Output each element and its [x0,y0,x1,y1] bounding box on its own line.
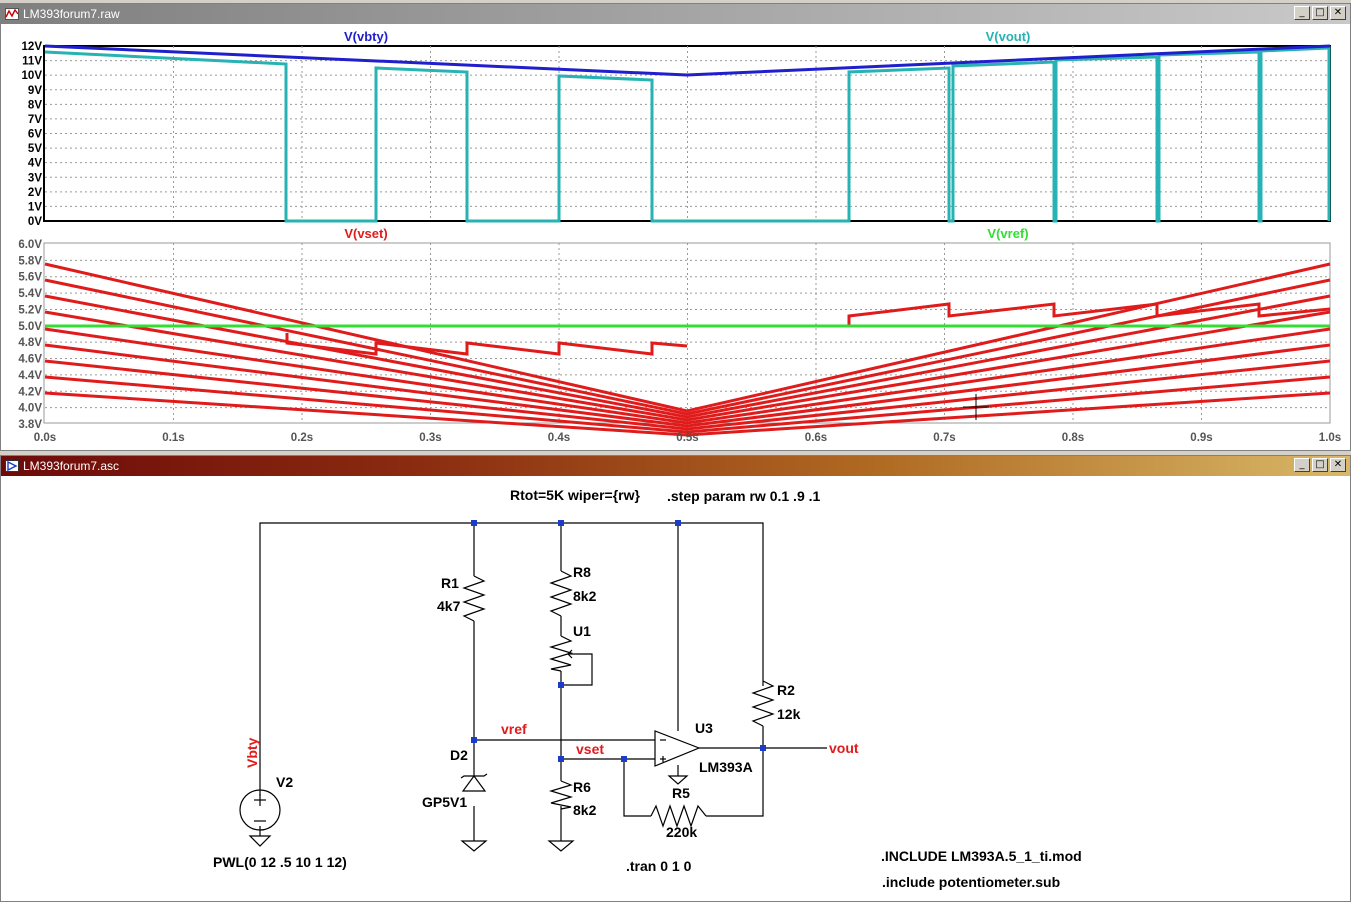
y-tick-label: 4V [28,158,42,170]
y-tick-label: 10V [22,70,43,82]
net-label-vbty[interactable]: Vbty [244,737,260,768]
waveform-titlebar[interactable]: LM393forum7.raw _ □ ✕ [1,4,1350,24]
resistor-r6[interactable] [548,780,574,810]
y-tick-label: 5.0V [18,321,42,333]
trace-label-vset[interactable]: V(vset) [344,226,387,241]
y-tick-label: 5.6V [18,272,42,284]
trace-label-vref[interactable]: V(vref) [987,226,1028,241]
comparator-u3[interactable] [654,730,701,767]
minimize-button[interactable]: _ [1294,458,1310,472]
potentiometer-u1[interactable] [548,635,576,672]
y-tick-label: 12V [22,41,43,53]
y-tick-label: 5.2V [18,304,42,316]
schematic-titlebar[interactable]: LM393forum7.asc _ □ ✕ [1,456,1350,476]
maximize-button[interactable]: □ [1312,458,1328,472]
maximize-button[interactable]: □ [1312,6,1328,20]
resistor-r1[interactable] [462,575,486,622]
v2-value: PWL(0 12 .5 10 1 12) [213,854,347,870]
net-label-vset[interactable]: vset [576,741,604,757]
r2-value: 12k [777,706,801,722]
u3-name: U3 [695,720,713,736]
y-tick-label: 11V [22,56,42,68]
x-tick-label: 0.2s [291,432,313,444]
u3-value: LM393A [699,759,753,775]
x-tick-label: 0.5s [676,432,698,444]
x-tick-label: 1.0s [1319,432,1341,444]
r2-name: R2 [777,682,795,698]
crosshair-cursor [963,394,989,420]
waveform-icon [5,8,19,20]
include-directive-1[interactable]: .INCLUDE LM393A.5_1_ti.mod [881,848,1082,864]
v2-name: V2 [276,774,293,790]
tran-directive[interactable]: .tran 0 1 0 [626,858,692,874]
resistor-r5[interactable] [650,804,707,828]
waveform-plot[interactable]: 12V 11V 10V 9V 8V 7V 6V 5V 4V 3V 2V 1V 0V V(vbty) V(… [1,24,1350,450]
waveform-title: LM393forum7.raw [23,7,120,21]
wires [259,522,827,841]
r1-name: R1 [441,575,459,591]
y-tick-label: 7V [28,114,42,126]
junctions [471,520,766,762]
x-tick-label: 0.6s [805,432,827,444]
schematic-canvas[interactable]: Rtot=5K wiper={rw} .step param rw 0.1 .9… [1,476,1350,901]
y-tick-label: 4.6V [18,354,42,366]
x-tick-label: 0.7s [933,432,955,444]
step-directive[interactable]: .step param rw 0.1 .9 .1 [667,488,821,504]
y-tick-label: 1V [28,201,42,213]
x-tick-label: 0.9s [1190,432,1212,444]
y-tick-label: 5.8V [18,255,42,267]
r8-value: 8k2 [573,588,597,604]
y-tick-label: 2V [28,187,42,199]
y-tick-label: 9V [28,85,42,97]
schematic-window[interactable]: LM393forum7.asc _ □ ✕ Rtot=5K wiper={rw}… [0,455,1351,902]
trace-label-vout[interactable]: V(vout) [986,29,1031,44]
voltage-source-v2[interactable] [239,789,281,831]
include-directive-2[interactable]: .include potentiometer.sub [882,874,1060,890]
y-tick-label: 0V [28,216,42,228]
close-button[interactable]: ✕ [1330,458,1346,472]
y-tick-label: 4.2V [18,386,42,398]
resistor-r2[interactable] [751,680,775,727]
net-label-vout[interactable]: vout [829,740,859,756]
r5-name: R5 [672,785,690,801]
waveform-window[interactable]: LM393forum7.raw _ □ ✕ 12V 11V 10V 9V 8V 7V 6V 5… [0,3,1351,451]
r5-value: 220k [666,824,697,840]
y-tick-label: 3.8V [18,419,42,431]
schematic-title: LM393forum7.asc [23,459,120,473]
y-tick-label: 6.0V [18,239,42,251]
y-tick-label: 4.8V [18,337,42,349]
close-button[interactable]: ✕ [1330,6,1346,20]
d2-name: D2 [450,747,468,763]
trace-vbty [44,44,1331,77]
y-tick-label: 5V [28,143,42,155]
u1-name: U1 [573,623,591,639]
x-tick-label: 0.8s [1062,432,1084,444]
x-tick-label: 0.1s [162,432,184,444]
r6-value: 8k2 [573,802,597,818]
y-tick-label: 8V [28,99,42,111]
y-tick-label: 5.4V [18,288,42,300]
x-tick-label: 0.0s [34,432,56,444]
resistor-r8[interactable] [549,570,573,617]
net-label-vref[interactable]: vref [501,721,527,737]
x-tick-label: 0.3s [419,432,441,444]
y-tick-label: 6V [28,129,42,141]
schematic-icon [5,460,19,472]
minimize-button[interactable]: _ [1294,6,1310,20]
zener-diode-d2[interactable] [460,773,488,792]
r6-name: R6 [573,779,591,795]
ground-symbols [248,775,689,852]
trace-vout [44,46,1331,223]
y-tick-label: 4.0V [18,403,42,415]
x-tick-label: 0.4s [548,432,570,444]
d2-value: GP5V1 [422,794,467,810]
r8-name: R8 [573,564,591,580]
r1-value: 4k7 [437,598,461,614]
trace-label-vbty[interactable]: V(vbty) [344,29,388,44]
y-tick-label: 4.4V [18,370,42,382]
y-tick-label: 3V [28,172,42,184]
param-directive[interactable]: Rtot=5K wiper={rw} [510,487,640,503]
